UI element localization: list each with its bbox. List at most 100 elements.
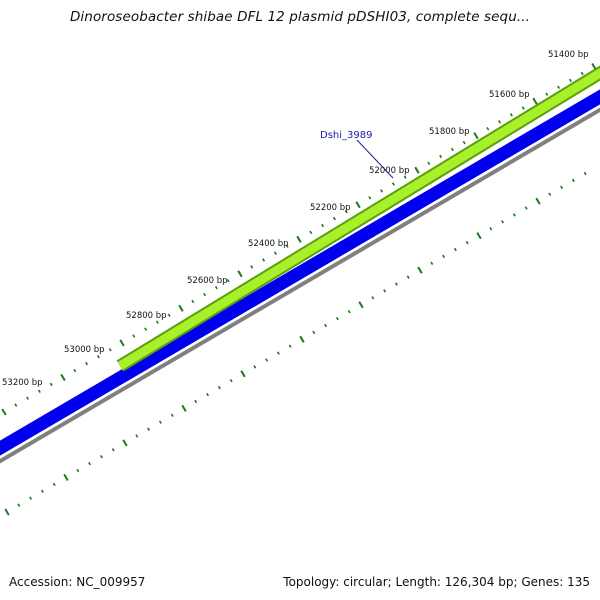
outer-major-tick	[1, 408, 7, 416]
outer-major-tick	[473, 132, 479, 140]
outer-minor-tick	[557, 85, 561, 90]
outer-tick-track	[1, 62, 597, 416]
inner-minor-tick	[312, 330, 316, 335]
inner-minor-tick	[217, 385, 221, 390]
outer-major-tick	[414, 166, 420, 174]
inner-minor-tick	[253, 365, 257, 369]
outer-minor-tick	[108, 348, 112, 352]
gene-label[interactable]: Dshi_3989	[320, 130, 372, 141]
outer-major-tick	[119, 339, 125, 347]
inner-minor-tick	[111, 448, 115, 452]
inner-minor-tick	[288, 344, 292, 348]
inner-minor-tick	[548, 192, 552, 196]
inner-minor-tick	[489, 226, 493, 231]
outer-minor-tick	[144, 327, 148, 331]
tick-label: 52200 bp	[310, 203, 351, 213]
outer-major-tick	[178, 304, 184, 312]
inner-minor-tick	[501, 220, 505, 224]
inner-minor-tick	[324, 323, 328, 328]
outer-minor-tick	[321, 223, 325, 228]
inner-major-tick	[122, 439, 128, 447]
outer-minor-tick	[521, 106, 525, 110]
inner-major-tick	[63, 473, 69, 482]
tick-label: 53200 bp	[2, 378, 43, 388]
outer-minor-tick	[580, 71, 584, 76]
inner-minor-tick	[40, 489, 44, 494]
inner-minor-tick	[158, 420, 162, 424]
inner-minor-tick	[394, 282, 398, 286]
outer-minor-tick	[214, 285, 218, 290]
outer-minor-tick	[167, 313, 171, 318]
inner-minor-tick	[229, 378, 233, 383]
inner-minor-tick	[206, 392, 210, 397]
outer-minor-tick	[85, 361, 89, 366]
inner-minor-tick	[571, 178, 575, 183]
outer-minor-tick	[486, 126, 490, 131]
gene-label-leader	[356, 139, 394, 179]
sequence-backbone	[0, 89, 600, 456]
tick-label: 52400 bp	[248, 239, 289, 249]
inner-major-tick	[358, 301, 364, 309]
outer-minor-tick	[132, 334, 136, 338]
inner-minor-tick	[76, 468, 80, 473]
inner-minor-tick	[347, 309, 351, 314]
outer-minor-tick	[203, 292, 207, 297]
outer-minor-tick	[309, 230, 313, 235]
tick-label: 52600 bp	[187, 276, 228, 286]
outer-minor-tick	[344, 209, 348, 214]
tick-label: 51400 bp	[548, 50, 589, 60]
inner-major-tick	[535, 197, 541, 205]
inner-minor-tick	[512, 213, 516, 217]
inner-major-tick	[240, 370, 246, 378]
outer-minor-tick	[49, 382, 53, 387]
outer-minor-tick	[509, 113, 513, 117]
map-summary-text: Topology: circular; Length: 126,304 bp; …	[283, 575, 590, 589]
tick-label: 51800 bp	[429, 127, 470, 137]
inner-minor-tick	[406, 275, 410, 279]
inner-major-tick	[181, 404, 187, 412]
outer-minor-tick	[96, 354, 100, 359]
inner-major-tick	[299, 335, 305, 343]
outer-minor-tick	[285, 244, 289, 248]
inner-minor-tick	[453, 247, 457, 252]
outer-minor-tick	[273, 251, 277, 255]
outer-minor-tick	[262, 258, 266, 262]
inner-minor-tick	[52, 482, 56, 487]
inner-minor-tick	[135, 434, 139, 438]
inner-minor-tick	[88, 461, 92, 466]
outer-minor-tick	[545, 92, 549, 96]
inner-minor-tick	[442, 254, 446, 259]
inner-major-tick	[417, 266, 423, 274]
tick-label: 51600 bp	[489, 90, 530, 100]
outer-minor-tick	[368, 196, 372, 200]
outer-minor-tick	[250, 265, 254, 269]
inner-minor-tick	[29, 496, 33, 500]
outer-minor-tick	[332, 216, 336, 221]
inner-minor-tick	[524, 206, 528, 210]
inner-minor-tick	[17, 503, 21, 507]
inner-minor-tick	[194, 399, 198, 404]
outer-minor-tick	[568, 78, 572, 83]
outer-minor-tick	[155, 320, 159, 324]
inner-minor-tick	[276, 351, 280, 355]
inner-minor-tick	[99, 454, 103, 459]
inner-minor-tick	[560, 185, 564, 190]
map-title: Dinoroseobacter shibae DFL 12 plasmid pD…	[69, 9, 531, 25]
inner-tick-track	[4, 171, 587, 516]
outer-minor-tick	[226, 278, 230, 283]
outer-minor-tick	[14, 403, 18, 407]
inner-minor-tick	[583, 171, 587, 176]
outer-minor-tick	[73, 368, 77, 373]
inner-minor-tick	[170, 413, 174, 418]
outer-minor-tick	[26, 396, 30, 400]
inner-major-tick	[476, 232, 482, 240]
outer-minor-tick	[37, 389, 41, 394]
outer-major-tick	[532, 97, 538, 105]
outer-major-tick	[237, 270, 243, 278]
tick-label: 53000 bp	[64, 345, 105, 355]
outer-minor-tick	[498, 120, 502, 124]
tick-label: 52800 bp	[126, 311, 167, 321]
outer-major-tick	[355, 201, 361, 209]
outer-minor-tick	[439, 154, 443, 159]
